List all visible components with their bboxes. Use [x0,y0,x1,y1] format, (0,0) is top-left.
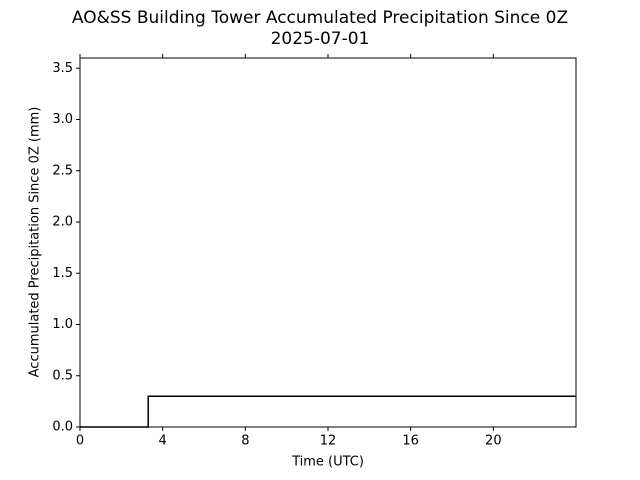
y-tick-label: 1.0 [52,317,73,332]
plot-frame [79,57,577,428]
x-tick-label: 12 [320,434,337,449]
x-tick-label: 4 [159,434,167,449]
x-tick-label: 20 [485,434,502,449]
x-axis-label: Time (UTC) [291,455,364,470]
y-axis-label: Accumulated Precipitation Since 0Z (mm) [28,107,43,378]
y-tick-label: 3.0 [52,112,73,127]
x-tick-label: 8 [241,434,249,449]
y-tick-label: 2.5 [52,163,73,178]
chart-title: AO&SS Building Tower Accumulated Precipi… [72,8,568,28]
y-tick-label: 2.0 [52,215,73,230]
y-tick-label: 3.5 [52,61,73,76]
x-tick-label: 16 [402,434,419,449]
x-tick-label: 0 [76,434,84,449]
chart-subtitle: 2025-07-01 [271,29,370,49]
y-tick-label: 0.0 [52,420,73,435]
y-tick-label: 0.5 [52,368,73,383]
y-tick-label: 1.5 [52,266,73,281]
data-line [80,395,576,428]
